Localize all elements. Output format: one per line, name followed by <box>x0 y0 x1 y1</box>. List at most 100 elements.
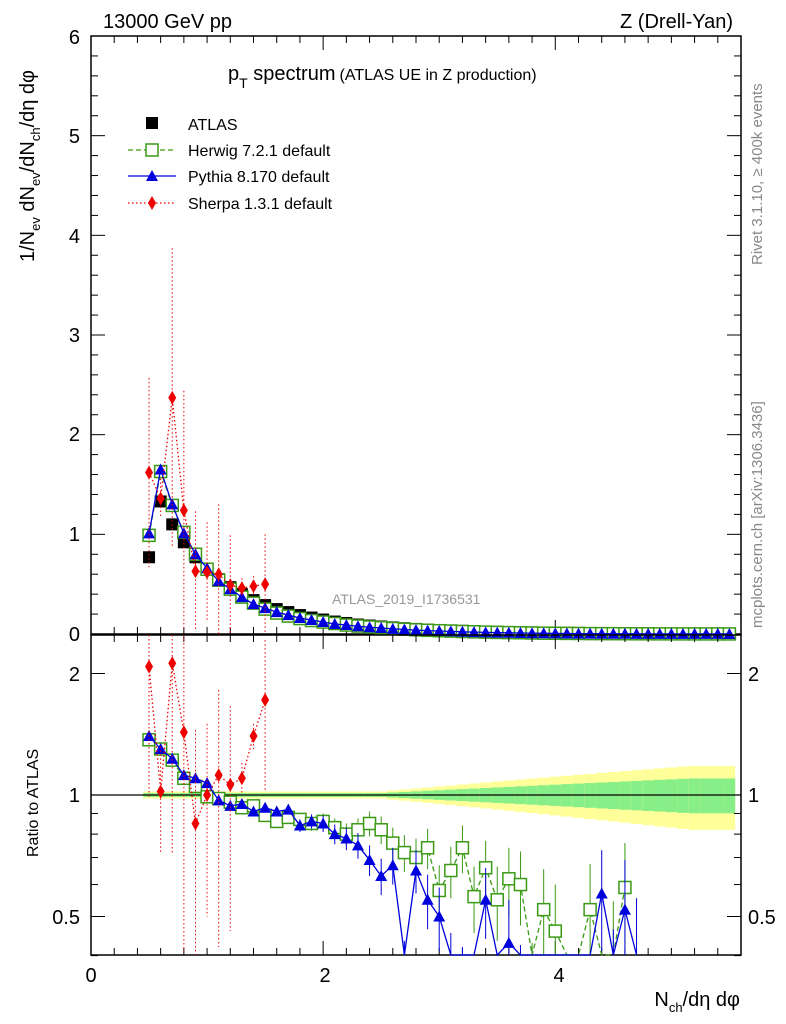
herwig-ratio-point <box>386 836 400 850</box>
legend-sherpa-marker <box>148 196 156 210</box>
legend-herwig-label: Herwig 7.2.1 default <box>188 143 331 160</box>
pythia-point <box>421 624 434 636</box>
pythia-point <box>700 627 713 639</box>
pythia-point <box>235 591 248 603</box>
pythia-ratio-point <box>328 828 341 840</box>
pythia-point <box>653 627 666 639</box>
pythia-point <box>665 627 678 639</box>
sherpa-point <box>226 578 235 593</box>
sherpa-ratio-point <box>145 659 154 674</box>
x-axis-label: Nch/dη dφ <box>654 989 740 1015</box>
sherpa-ratio-point <box>168 656 177 671</box>
pythia-point <box>723 627 736 639</box>
herwig-ratio-point <box>583 902 597 917</box>
mcplots-label: mcplots.cern.ch [arXiv:1306.3436] <box>749 401 766 628</box>
pythia-ratio-point <box>305 815 318 827</box>
sherpa-point <box>191 564 200 579</box>
y-tick-label-2: 2 <box>69 424 80 446</box>
pythia-point <box>688 627 701 639</box>
sherpa-point <box>249 579 258 594</box>
pythia-ratio-point <box>189 772 202 784</box>
pythia-point <box>572 627 585 639</box>
sherpa-ratio-point <box>261 692 270 707</box>
plot-title: pT spectrum (ATLAS UE in Z production) <box>228 63 537 91</box>
tick-labels: 0 2 4 0 1 2 3 4 5 6 0.5 1 2 0.5 1 2 <box>52 27 776 987</box>
x-tick-label-2: 2 <box>319 965 330 987</box>
pythia-point <box>189 548 202 560</box>
herwig-ratio-point <box>455 841 470 855</box>
plot-title-sub: T <box>239 75 248 91</box>
pythia-ratio-point <box>154 743 167 755</box>
pythia-point <box>351 620 364 632</box>
pythia-ratio-point <box>502 936 515 948</box>
y-tick-label-0: 0 <box>69 624 80 646</box>
pythia-point <box>398 623 411 635</box>
uncertainty-band-inner <box>700 778 712 814</box>
x-tick-label-4: 4 <box>553 965 564 987</box>
uncertainty-band-inner <box>711 778 724 814</box>
herwig-ratio-point <box>420 841 435 855</box>
herwig-ratio-point <box>397 845 412 860</box>
ratio-tick-left-0.5: 0.5 <box>52 907 80 929</box>
legend: ATLAS Herwig 7.2.1 default Pythia 8.170 … <box>128 117 333 213</box>
legend-pythia-marker <box>146 170 158 181</box>
pythia-ratio-point <box>177 769 190 781</box>
pythia-ratio-point <box>351 839 364 851</box>
legend-sherpa-label: Sherpa 1.3.1 default <box>188 196 333 213</box>
pythia-point <box>560 627 573 639</box>
ratio-plot-panel <box>90 634 742 957</box>
uncertainty-band-inner <box>630 780 643 811</box>
x-tick-label-0: 0 <box>85 965 96 987</box>
pythia-point <box>305 614 318 626</box>
analysis-watermark: ATLAS_2019_I1736531 <box>332 591 481 607</box>
herwig-ratio-point <box>548 924 563 938</box>
pythia-point <box>177 527 190 539</box>
herwig-ratio-point <box>513 877 528 892</box>
y-tick-label-1: 1 <box>69 524 80 546</box>
pythia-point <box>676 627 689 639</box>
sherpa-ratio-point <box>214 768 223 783</box>
pythia-line <box>148 469 730 635</box>
pythia-ratio-point <box>224 799 237 811</box>
pythia-point <box>410 624 422 636</box>
ratio-tick-left-1: 1 <box>69 785 80 807</box>
pythia-ratio-point <box>259 801 272 813</box>
herwig-line <box>148 468 730 635</box>
rivet-label: Rivet 3.1.10, ≥ 400k events <box>749 83 766 265</box>
legend-atlas-marker <box>146 117 158 129</box>
sherpa-ratio-line <box>148 663 266 827</box>
pythia-ratio-point <box>386 859 399 871</box>
sherpa-point <box>237 581 246 596</box>
main-plot-marks <box>142 248 737 641</box>
plot-title-rest: spectrum <box>248 63 336 85</box>
pythia-ratio-point <box>317 817 330 829</box>
pythia-ratio-point <box>212 794 225 806</box>
pythia-point <box>143 527 156 539</box>
herwig-ratio-point <box>269 814 284 829</box>
uncertainty-band-inner <box>642 780 654 811</box>
pythia-ratio-point <box>410 864 422 876</box>
pythia-ratio-point <box>421 893 434 905</box>
y-axis-label-ratio: Ratio to ATLAS <box>25 749 42 857</box>
pythia-ratio-point <box>375 869 388 881</box>
plot-title-p: p <box>228 63 239 85</box>
herwig-ratio-point <box>362 816 377 831</box>
legend-herwig-marker <box>145 143 159 157</box>
pythia-ratio-point <box>235 797 248 809</box>
pythia-point <box>363 621 376 633</box>
atlas-point <box>143 551 156 564</box>
y-tick-label-6: 6 <box>69 27 80 49</box>
herwig-ratio-point <box>467 889 481 904</box>
y-tick-label-4: 4 <box>69 226 80 248</box>
pythia-point <box>433 625 446 637</box>
pythia-point <box>154 463 167 475</box>
sherpa-point <box>168 390 177 405</box>
main-plot-ticks <box>90 35 742 635</box>
pythia-point <box>270 606 283 618</box>
pythia-point <box>630 627 643 639</box>
ratio-tick-right-0.5: 0.5 <box>748 907 776 929</box>
herwig-ratio-point <box>502 872 516 886</box>
uncertainty-band-inner <box>677 778 689 813</box>
pythia-point <box>166 498 179 510</box>
